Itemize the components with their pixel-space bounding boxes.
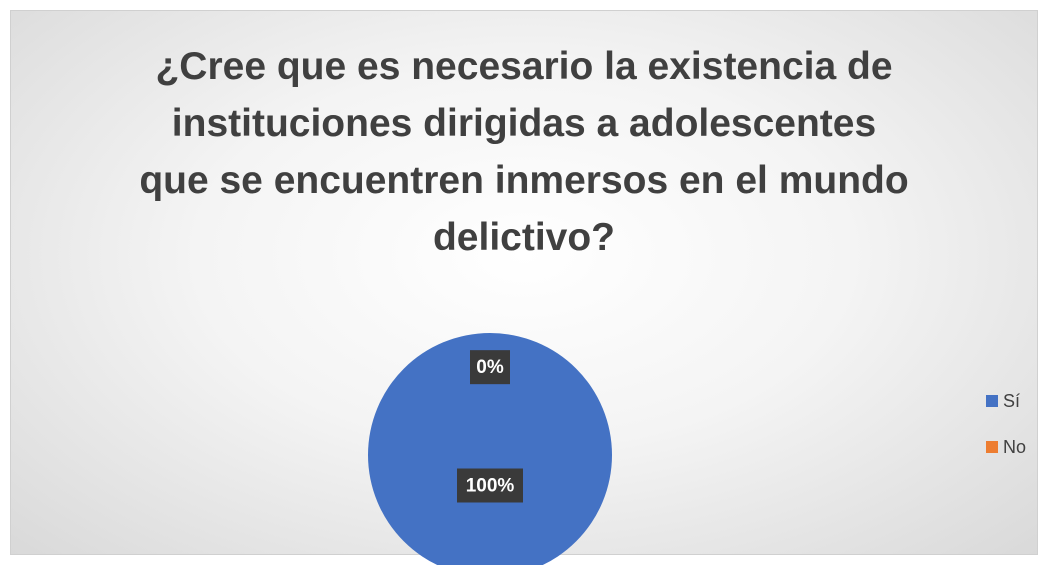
chart-title: ¿Cree que es necesario la existencia de … [139,45,909,259]
legend-swatch [986,395,998,407]
data-label-box [457,468,523,503]
data-label: 0% [476,357,504,378]
legend-label: Sí [1003,391,1020,411]
pie-slice [368,333,612,565]
data-label: 100% [466,476,515,497]
legend-swatch [986,441,998,453]
legend-label: No [1003,437,1026,457]
data-label-box [470,350,510,385]
